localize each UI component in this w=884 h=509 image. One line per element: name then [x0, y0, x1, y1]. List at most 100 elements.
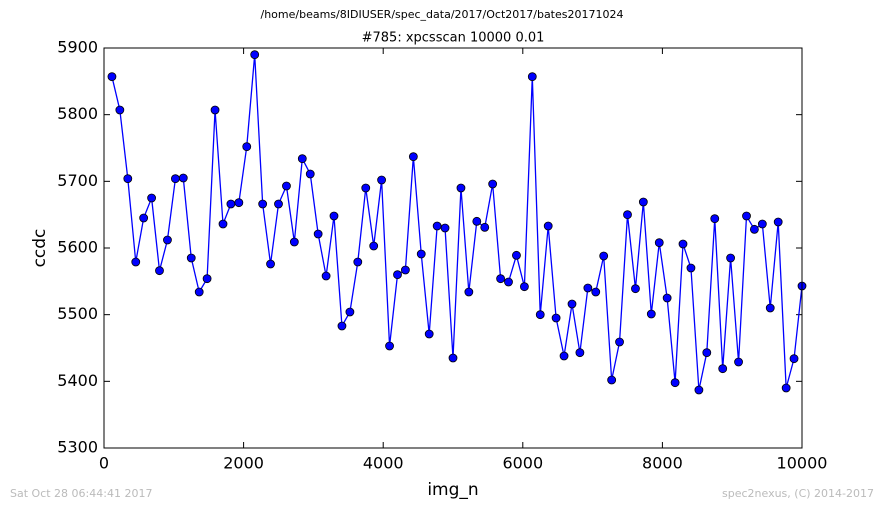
- data-point: [670, 378, 680, 388]
- data-point: [789, 354, 799, 364]
- data-point: [631, 284, 640, 294]
- data-point: [765, 303, 775, 313]
- footer-credit: spec2nexus, (C) 2014-2017: [722, 487, 874, 500]
- y-tick-label: 5800: [57, 104, 98, 123]
- data-point: [575, 348, 585, 358]
- data-point: [345, 307, 355, 317]
- data-point: [567, 299, 577, 309]
- x-tick-label: 2000: [223, 454, 264, 473]
- data-point: [155, 266, 164, 276]
- data-point: [250, 50, 260, 60]
- y-tick-label: 5300: [57, 438, 98, 457]
- data-point: [369, 241, 379, 251]
- data-point: [710, 214, 720, 224]
- data-point: [313, 229, 323, 239]
- data-point: [448, 353, 458, 363]
- data-point: [305, 169, 315, 179]
- data-point: [726, 253, 735, 263]
- y-tick-label: 5600: [57, 238, 98, 257]
- data-point: [408, 152, 418, 162]
- y-axis-label: ccdc: [30, 229, 50, 268]
- y-tick-label: 5700: [57, 171, 98, 190]
- data-point: [472, 216, 482, 226]
- data-point: [115, 105, 125, 115]
- data-point: [615, 337, 624, 347]
- series-line: [111, 54, 803, 391]
- data-point: [623, 210, 632, 220]
- data-point: [678, 239, 688, 249]
- data-point: [686, 263, 696, 273]
- data-point: [583, 283, 593, 293]
- data-point: [559, 351, 569, 361]
- data-point: [424, 329, 434, 339]
- data-point: [464, 287, 474, 297]
- data-point: [599, 251, 609, 261]
- data-point: [242, 142, 252, 152]
- chart-title: /home/beams/8IDIUSER/spec_data/2017/Oct2…: [261, 8, 624, 21]
- data-point: [163, 235, 172, 245]
- data-point: [432, 221, 442, 231]
- data-point: [742, 211, 751, 221]
- data-point: [171, 174, 180, 184]
- data-point: [131, 257, 141, 267]
- data-point: [353, 257, 363, 267]
- data-point: [416, 249, 426, 259]
- data-point: [757, 219, 767, 229]
- y-tick-label: 5400: [57, 371, 98, 390]
- x-tick-label: 0: [99, 454, 109, 473]
- data-point: [512, 250, 521, 260]
- x-tick-label: 4000: [363, 454, 404, 473]
- data-point: [282, 181, 291, 191]
- data-point: [274, 199, 283, 209]
- data-point: [456, 183, 466, 193]
- data-point: [297, 154, 307, 164]
- data-point: [210, 105, 220, 115]
- chart-subtitle: #785: xpcsscan 10000 0.01: [362, 31, 545, 46]
- data-point: [178, 173, 188, 183]
- data-point: [527, 72, 537, 82]
- data-point: [440, 223, 450, 233]
- data-point: [147, 193, 157, 203]
- data-point: [266, 259, 275, 269]
- data-point: [543, 221, 553, 231]
- data-point: [234, 198, 244, 208]
- data-point: [654, 238, 664, 248]
- data-point: [400, 265, 410, 275]
- data-point: [321, 271, 331, 281]
- data-point: [662, 293, 672, 303]
- data-point: [638, 197, 648, 207]
- data-point: [337, 321, 347, 331]
- data-point: [123, 174, 133, 184]
- data-point: [480, 222, 490, 232]
- data-point: [393, 270, 402, 280]
- data-point: [139, 213, 149, 223]
- data-point: [718, 364, 728, 374]
- data-point: [226, 199, 236, 209]
- data-point: [329, 211, 339, 221]
- data-point: [520, 282, 529, 292]
- data-point: [646, 309, 656, 319]
- data-point: [258, 199, 268, 209]
- data-point: [107, 72, 117, 82]
- data-point: [496, 274, 506, 284]
- data-point: [694, 385, 704, 395]
- data-point: [773, 217, 783, 227]
- data-point: [702, 348, 712, 358]
- y-tick-label: 5500: [57, 304, 98, 323]
- data-point: [591, 287, 601, 297]
- data-point: [488, 179, 498, 189]
- y-tick-label: 5900: [57, 38, 98, 57]
- x-tick-label: 8000: [642, 454, 683, 473]
- data-point: [551, 313, 561, 323]
- footer-timestamp: Sat Oct 28 06:44:41 2017: [10, 487, 152, 500]
- plot-frame: [103, 47, 803, 449]
- x-tick-label: 10000: [777, 454, 828, 473]
- data-point: [194, 287, 204, 297]
- x-axis-label: img_n: [427, 480, 478, 500]
- data-point: [218, 219, 228, 229]
- data-point: [202, 274, 212, 284]
- data-point: [186, 253, 196, 263]
- data-point: [781, 383, 791, 393]
